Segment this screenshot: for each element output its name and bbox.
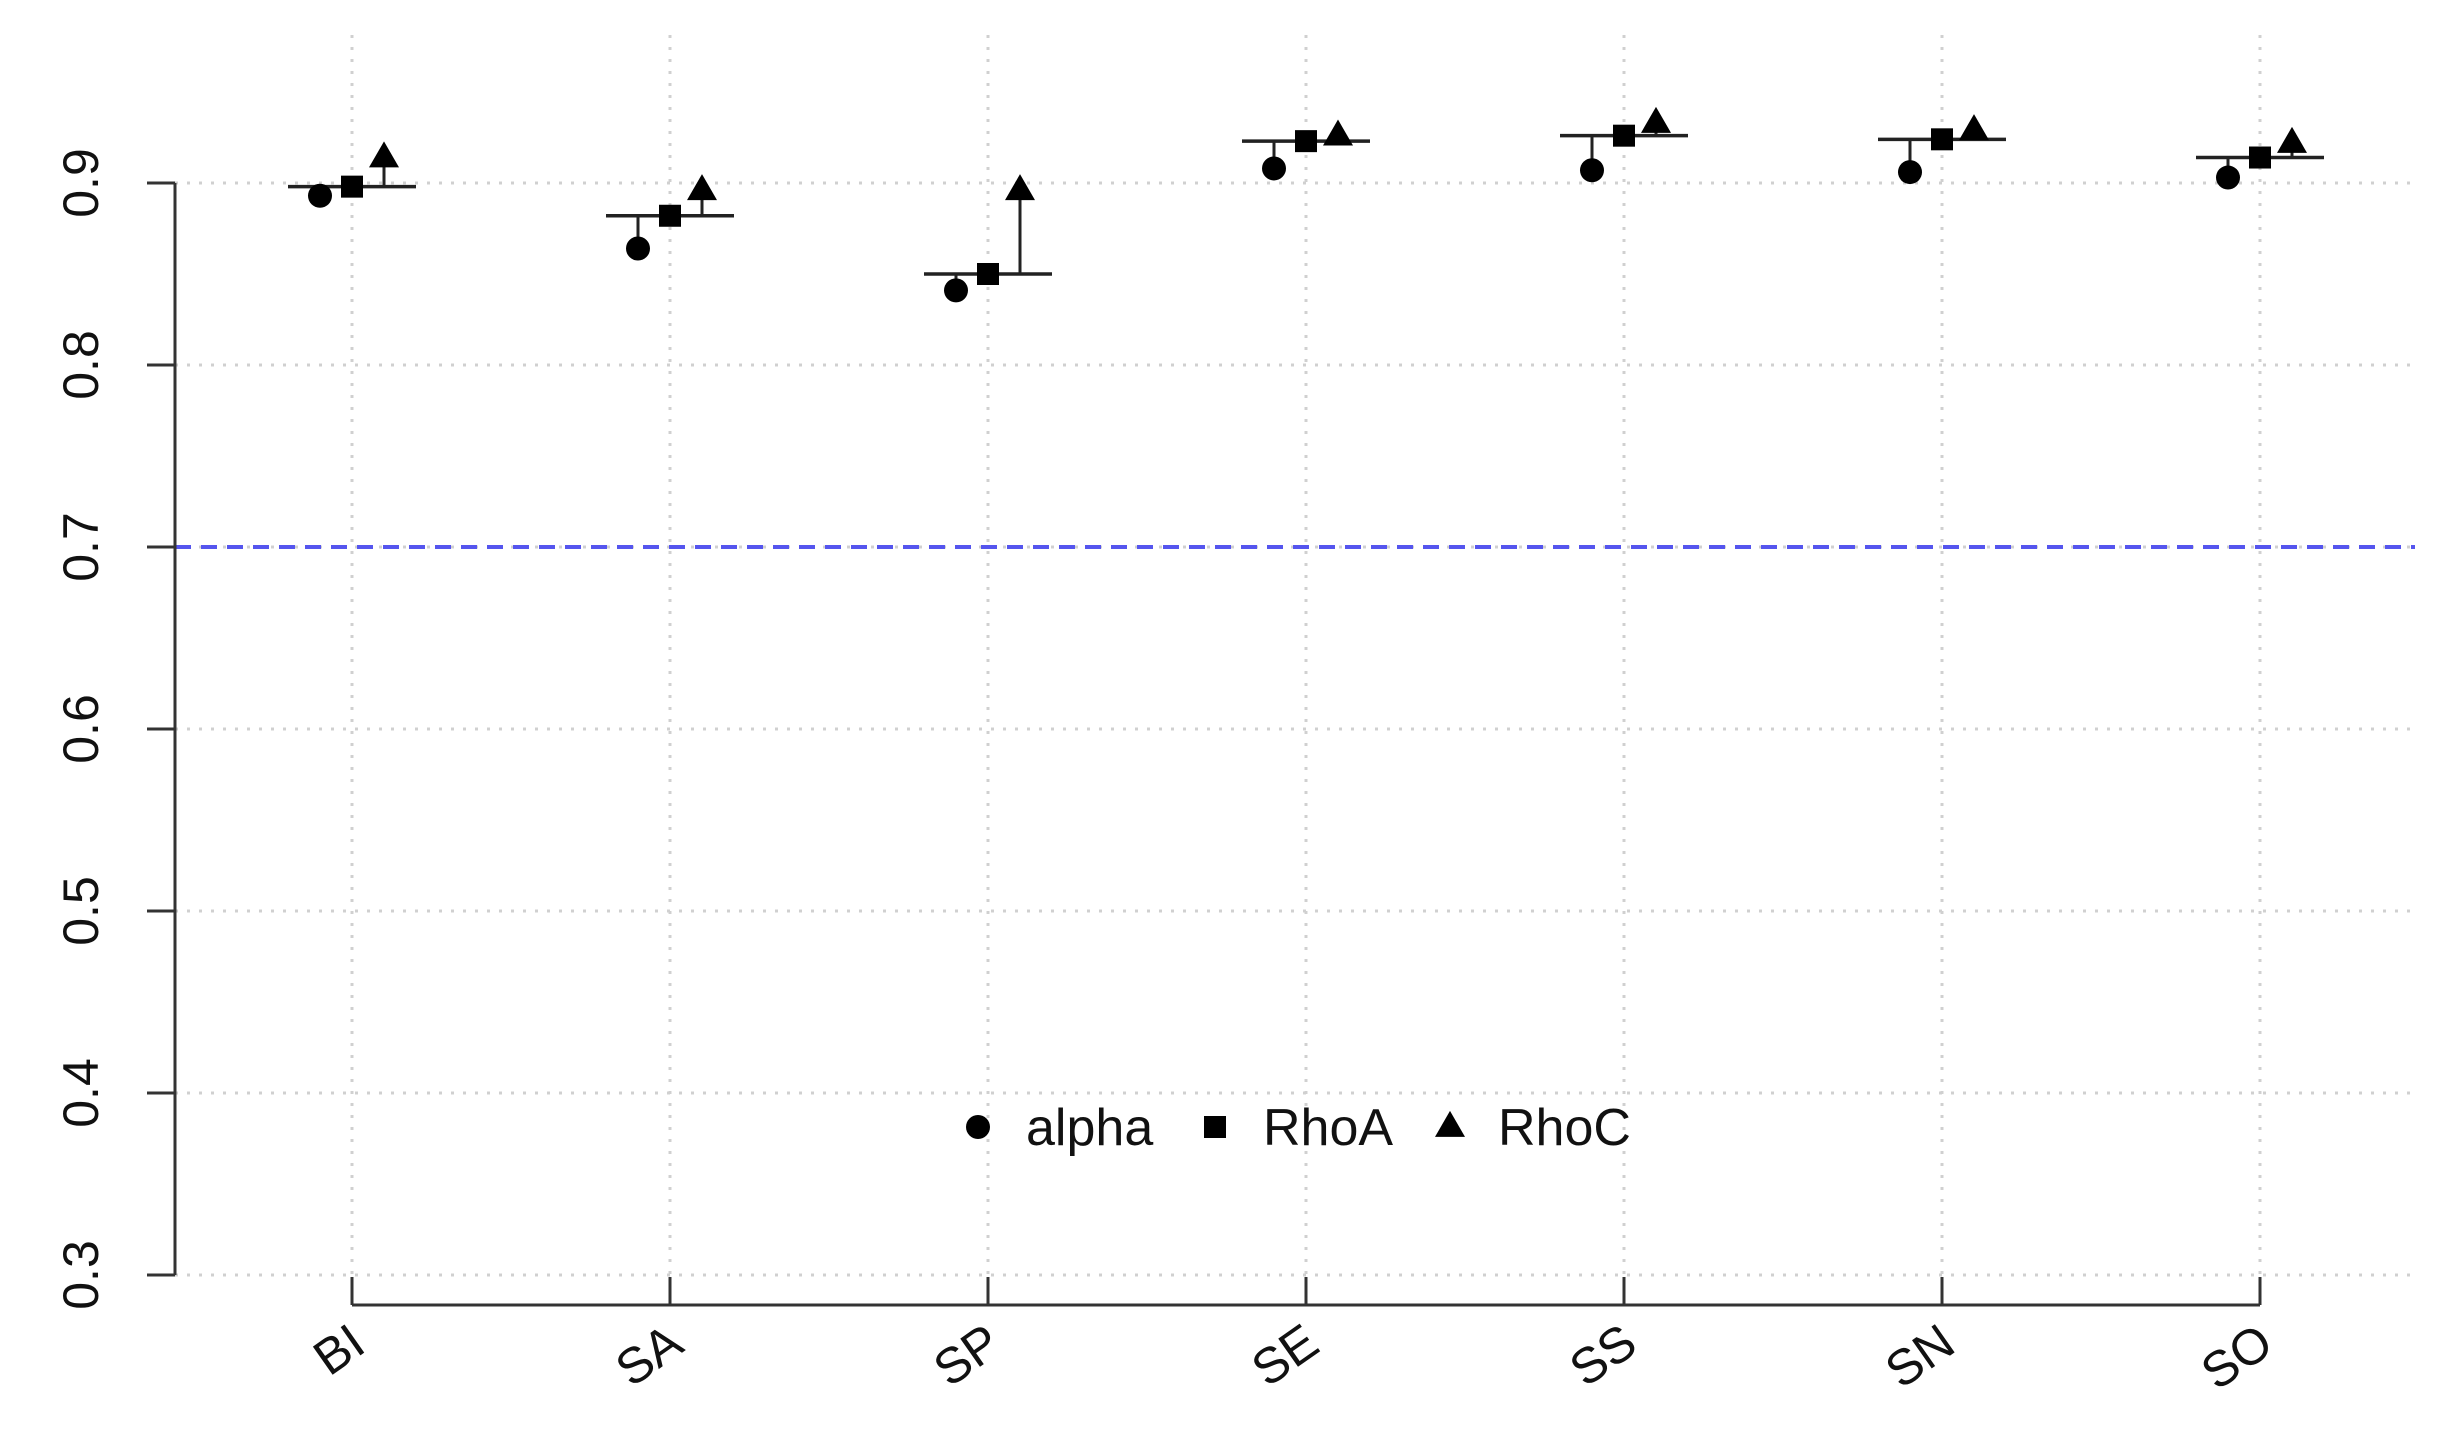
point-rhoc (369, 141, 399, 168)
point-rhoa (1931, 128, 1953, 151)
point-alpha (308, 183, 332, 208)
y-tick-label: 0.5 (53, 876, 109, 946)
point-alpha (626, 236, 650, 261)
x-tick-label: SN (1875, 1313, 1964, 1399)
legend-label: RhoC (1498, 1099, 1631, 1157)
y-tick-label: 0.9 (53, 148, 109, 218)
point-rhoa (1295, 130, 1317, 153)
point-rhoa (977, 263, 999, 285)
point-rhoc (2277, 126, 2307, 153)
category-group-ss (1560, 106, 1688, 183)
legend-marker-alpha (966, 1115, 990, 1139)
legend-label: RhoA (1263, 1099, 1393, 1157)
point-rhoa (2249, 146, 2271, 169)
y-tick-label: 0.4 (53, 1058, 109, 1128)
category-group-se (1242, 119, 1370, 181)
point-alpha (1262, 156, 1286, 181)
x-tick-label: SA (606, 1313, 693, 1398)
category-group-bi (288, 141, 416, 208)
point-rhoc (687, 174, 717, 201)
y-tick-label: 0.3 (53, 1240, 109, 1310)
y-tick-label: 0.8 (53, 330, 109, 400)
category-group-sp (924, 174, 1052, 303)
point-rhoa (1613, 124, 1635, 147)
x-tick-label: SS (1560, 1313, 1647, 1397)
category-group-sa (606, 174, 734, 261)
y-tick-label: 0.6 (53, 694, 109, 764)
point-rhoc (1641, 106, 1671, 133)
data-marks (288, 106, 2324, 303)
point-alpha (944, 278, 968, 303)
point-alpha (2216, 165, 2240, 190)
point-rhoc (1959, 114, 1989, 141)
legend-item-rhoa: RhoA (1204, 1099, 1393, 1157)
legend-marker-rhoc (1435, 1110, 1465, 1137)
legend-marker-rhoa (1204, 1116, 1226, 1138)
category-group-sn (1878, 114, 2006, 185)
point-rhoc (1323, 119, 1353, 146)
legend-item-rhoc: RhoC (1435, 1099, 1631, 1157)
x-tick-label: SE (1242, 1313, 1329, 1397)
y-tick-label: 0.7 (53, 512, 109, 582)
point-rhoa (659, 204, 681, 227)
x-tick-label: SO (2191, 1313, 2282, 1400)
legend-label: alpha (1026, 1099, 1153, 1157)
x-tick-label: BI (303, 1313, 374, 1386)
grid (175, 35, 2415, 1277)
point-rhoa (341, 175, 363, 198)
axes: 0.3 0.4 0.5 0.6 0.7 0.8 0.9 BI SA SP SE SS SN SO (53, 148, 2282, 1400)
x-tick-label: SP (924, 1313, 1011, 1397)
category-group-so (2196, 126, 2324, 190)
point-rhoc (1005, 174, 1035, 201)
legend: alpha RhoA RhoC (966, 1099, 1631, 1157)
legend-item-alpha: alpha (966, 1099, 1153, 1157)
point-alpha (1580, 158, 1604, 183)
point-alpha (1898, 160, 1922, 185)
